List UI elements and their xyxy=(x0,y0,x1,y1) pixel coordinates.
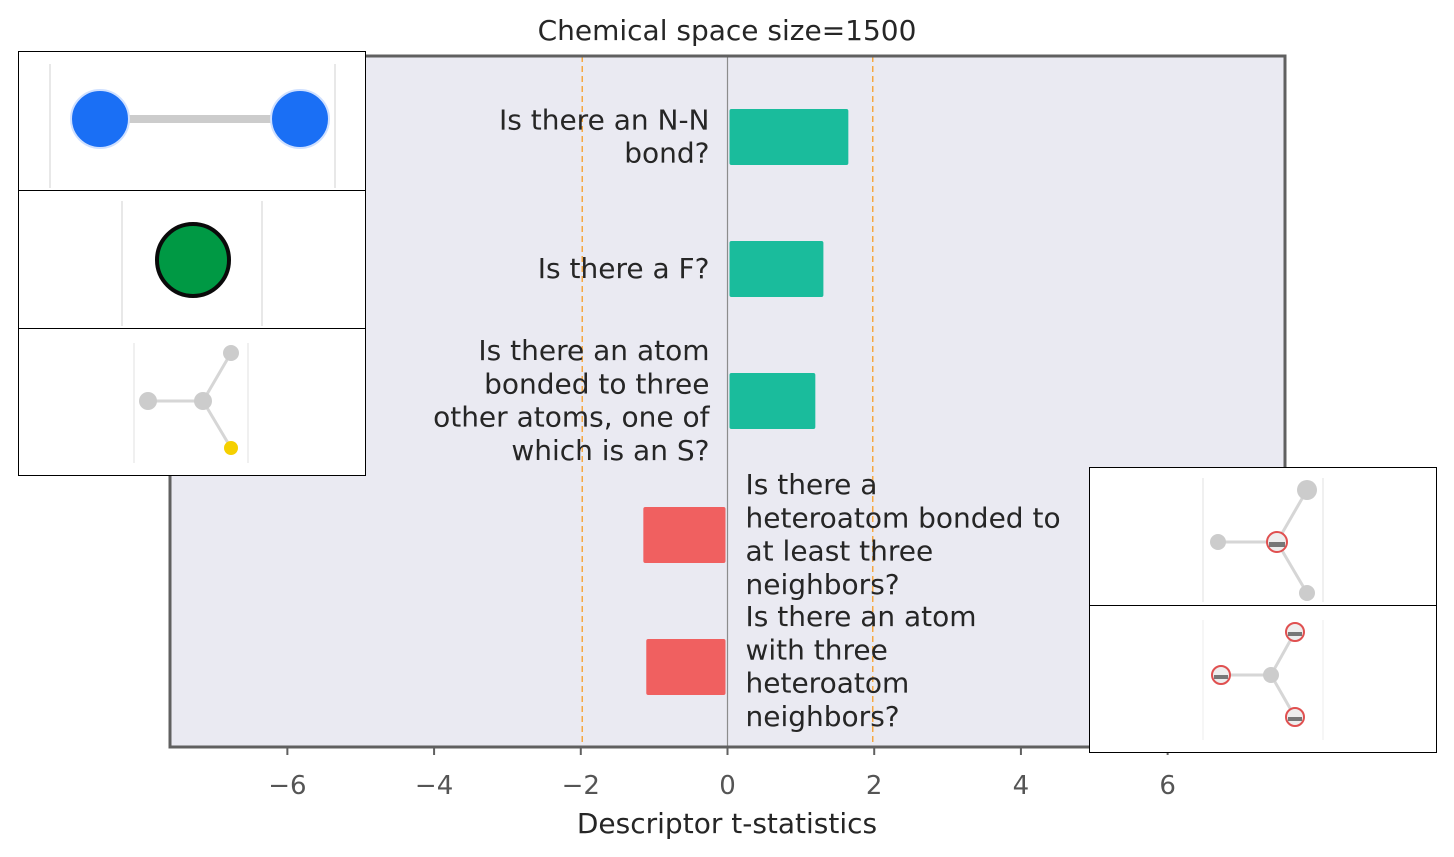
molecule-inset-sulfur-branch xyxy=(18,328,366,476)
x-tick-label-1: −4 xyxy=(415,771,453,801)
category-label-1: Is there a F? xyxy=(538,252,710,285)
molecule-inset-heteroatom-center xyxy=(1089,467,1437,606)
n-n-bond-molecule-icon xyxy=(49,64,336,188)
molecule-inset-fluorine xyxy=(18,190,366,329)
x-tick-label-3: 0 xyxy=(719,771,736,801)
bar-4 xyxy=(646,639,726,695)
bar-0 xyxy=(729,109,849,165)
fluorine-atom-molecule-icon xyxy=(121,201,263,326)
category-label-0: Is there an N-N bond? xyxy=(499,103,710,169)
x-axis-label: Descriptor t-statistics xyxy=(577,807,877,840)
chart-title: Chemical space size=1500 xyxy=(538,14,917,47)
molecule-inset-three-heteroatom-neighbors xyxy=(1089,605,1437,753)
bar-3 xyxy=(643,507,726,563)
x-tick-label-4: 2 xyxy=(866,771,883,801)
category-label-3: Is there a heteroatom bonded to at least t… xyxy=(746,468,1061,601)
x-tick-label-5: 4 xyxy=(1013,771,1030,801)
x-tick-label-6: 6 xyxy=(1159,771,1176,801)
x-tick-label-2: −2 xyxy=(562,771,600,801)
three-heteroatom-neighbors-molecule-icon xyxy=(1202,620,1324,740)
heteroatom-center-molecule-icon xyxy=(1202,478,1324,602)
category-label-2: Is there an atom bonded to three other ato… xyxy=(433,334,711,467)
x-tick-label-0: −6 xyxy=(268,771,306,801)
bar-1 xyxy=(729,241,824,297)
molecule-inset-n-n-bond xyxy=(18,51,366,191)
bar-2 xyxy=(729,373,816,429)
category-label-4: Is there an atom with three heteroatom neig… xyxy=(746,600,977,733)
sulfur-branch-molecule-icon xyxy=(133,343,249,463)
